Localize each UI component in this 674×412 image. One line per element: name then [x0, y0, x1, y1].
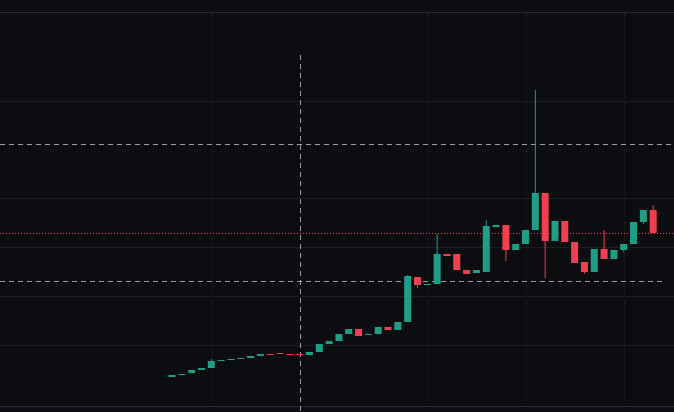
candle-body: [355, 329, 363, 336]
candle-body: [305, 352, 313, 355]
candle-body: [266, 354, 274, 355]
candle-body: [482, 226, 490, 272]
candle-body: [580, 262, 588, 272]
candle-body: [247, 356, 255, 358]
candle-body: [443, 254, 451, 256]
candle-body: [423, 284, 431, 285]
candle-body: [404, 276, 412, 322]
candle-body: [630, 222, 638, 244]
candle-body: [551, 221, 559, 241]
candle-body: [178, 374, 186, 375]
grid: [0, 12, 674, 407]
candle-body: [335, 334, 343, 341]
candle-body: [394, 322, 402, 330]
candle-body: [541, 193, 549, 241]
candle-body: [256, 354, 264, 356]
candle-body: [453, 254, 461, 270]
candle-body: [492, 225, 500, 227]
candle-body: [472, 270, 480, 273]
candle-body: [188, 370, 196, 373]
candle-body: [561, 221, 569, 242]
candle-body: [168, 375, 176, 377]
crosshair: [0, 55, 674, 412]
candle-body: [315, 344, 323, 352]
candle-body: [571, 242, 579, 263]
candle-body: [590, 249, 598, 272]
candle-body: [227, 359, 235, 360]
candle-body: [600, 249, 608, 259]
candle-body: [502, 225, 510, 250]
candle-body: [217, 360, 225, 361]
candle-body: [639, 210, 647, 222]
candle-body: [512, 244, 520, 250]
candle-body: [649, 210, 657, 233]
candle-body: [433, 254, 441, 284]
candle-body: [531, 193, 539, 230]
candle-body: [364, 334, 372, 335]
candle-body: [207, 361, 215, 368]
candle-body: [414, 277, 421, 285]
candle-body: [276, 353, 284, 354]
candle-body: [325, 341, 333, 344]
candle-body: [237, 358, 245, 359]
candle-body: [384, 327, 392, 330]
candle-body: [610, 250, 618, 259]
candle-body: [345, 329, 353, 334]
candle-body: [296, 354, 304, 355]
candle-body: [374, 327, 382, 334]
candle-body: [620, 244, 628, 250]
candle-body: [286, 354, 294, 355]
candle-body: [197, 368, 205, 370]
candle-body: [522, 230, 530, 244]
candle-body: [463, 270, 471, 274]
